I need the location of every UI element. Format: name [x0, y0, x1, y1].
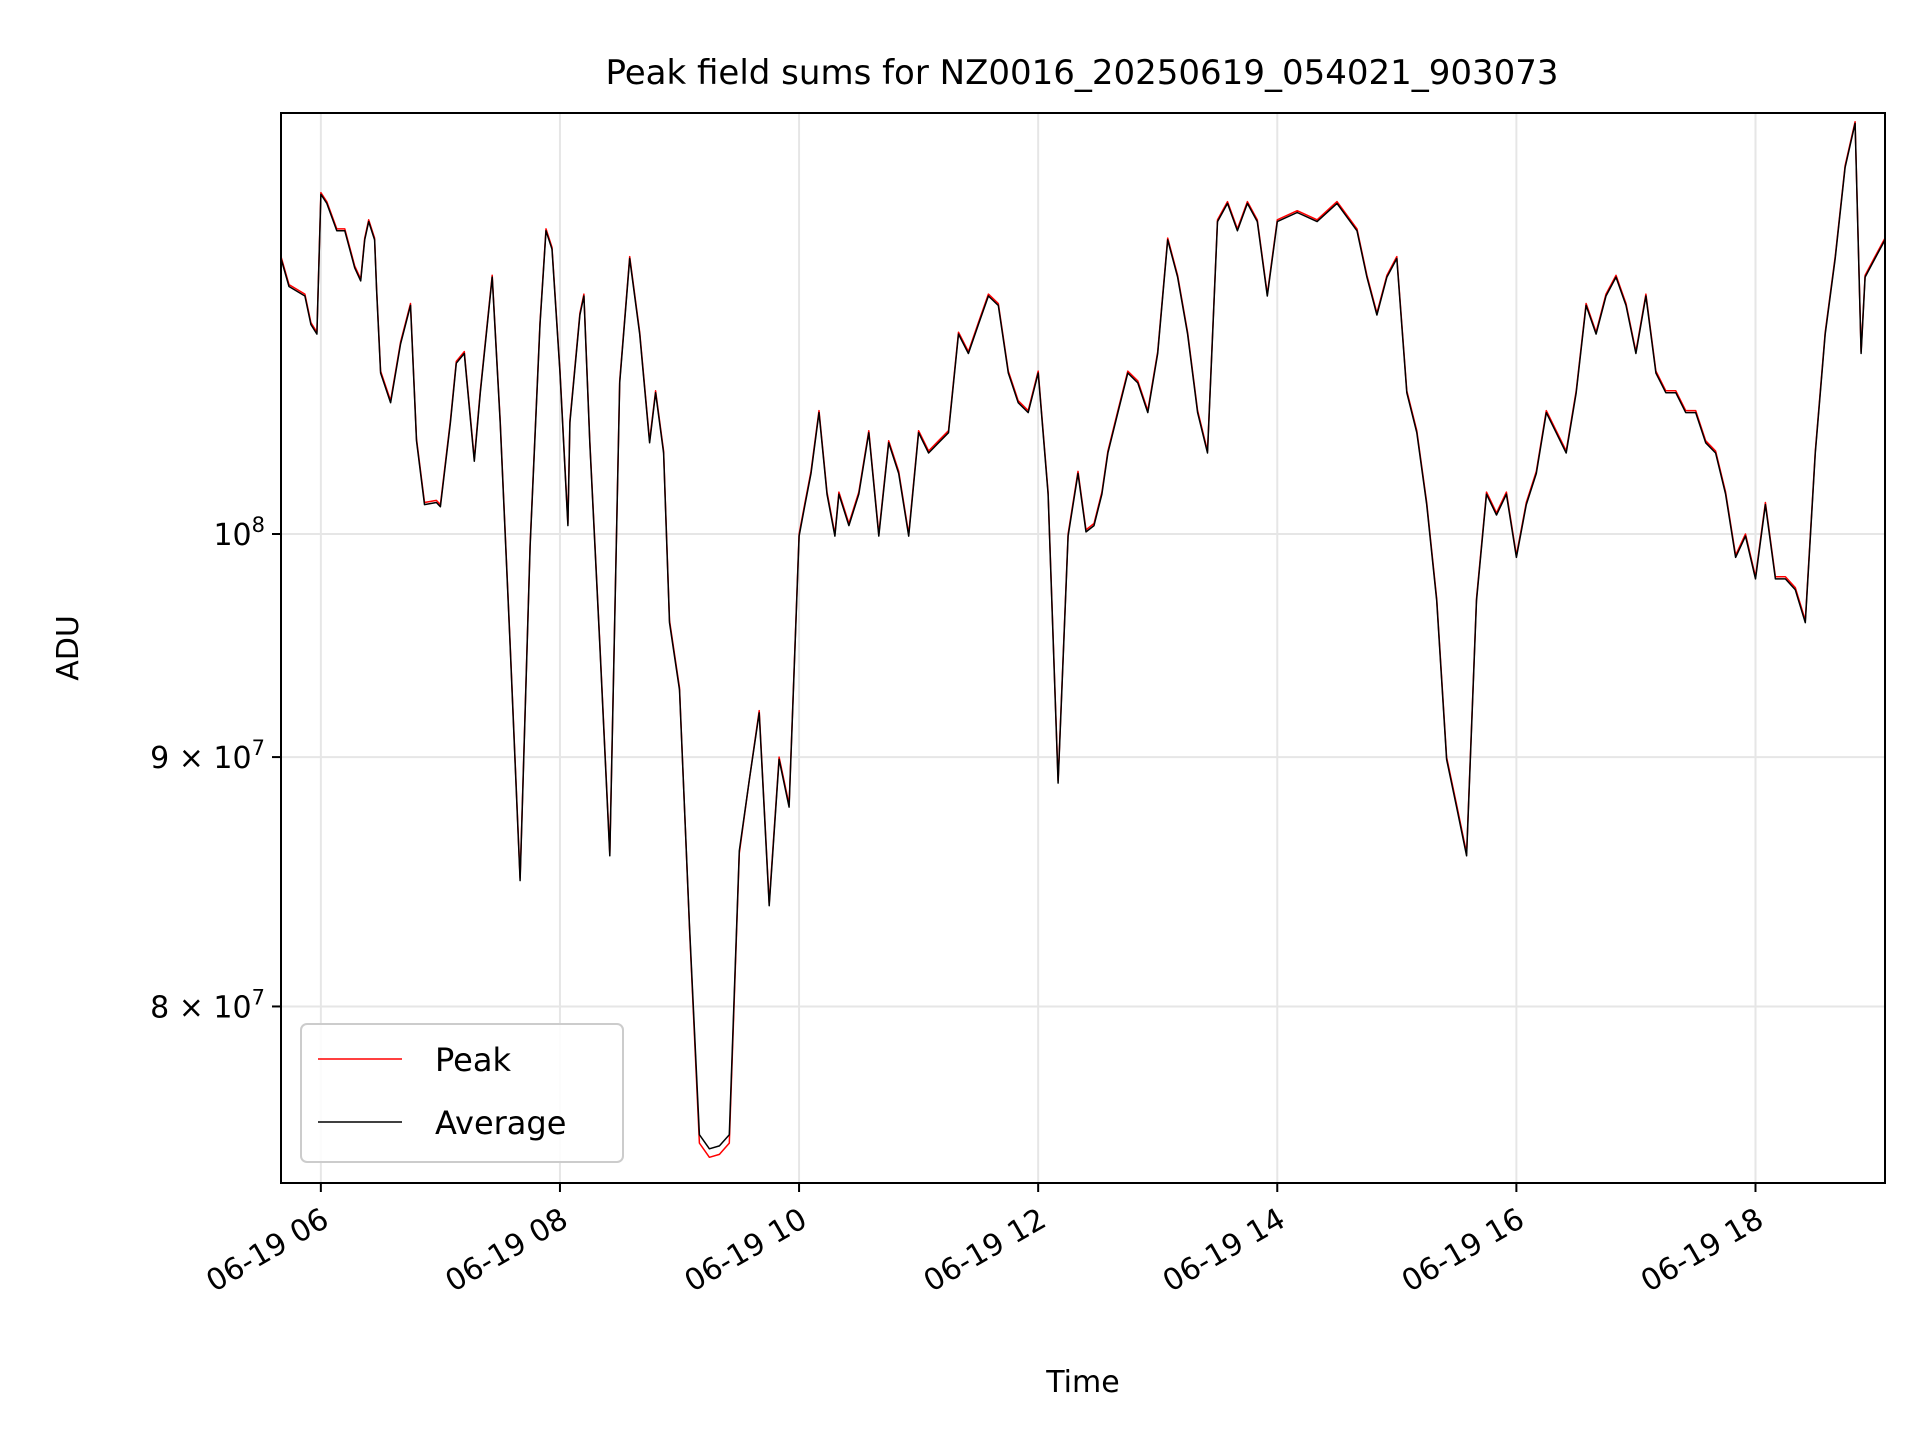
legend-label-average: Average [435, 1104, 566, 1142]
y-tick-label: 9 × 107 [150, 736, 265, 776]
y-tick-label: 108 [213, 513, 265, 553]
legend-label-peak: Peak [435, 1041, 511, 1079]
chart-title: Peak field sums for NZ0016_20250619_0540… [605, 53, 1558, 93]
plot-lines [281, 120, 1885, 1159]
series-line-average [281, 122, 1885, 1150]
y-tick-label: 8 × 107 [150, 985, 265, 1025]
y-axis: 108 9 × 107 8 × 107 [150, 513, 281, 1025]
plot-frame [280, 112, 1886, 1184]
legend: Peak Average [300, 1023, 624, 1163]
x-axis-label: Time [1045, 1365, 1119, 1400]
y-axis-label: ADU [51, 615, 86, 681]
grid-lines [281, 113, 1885, 1183]
